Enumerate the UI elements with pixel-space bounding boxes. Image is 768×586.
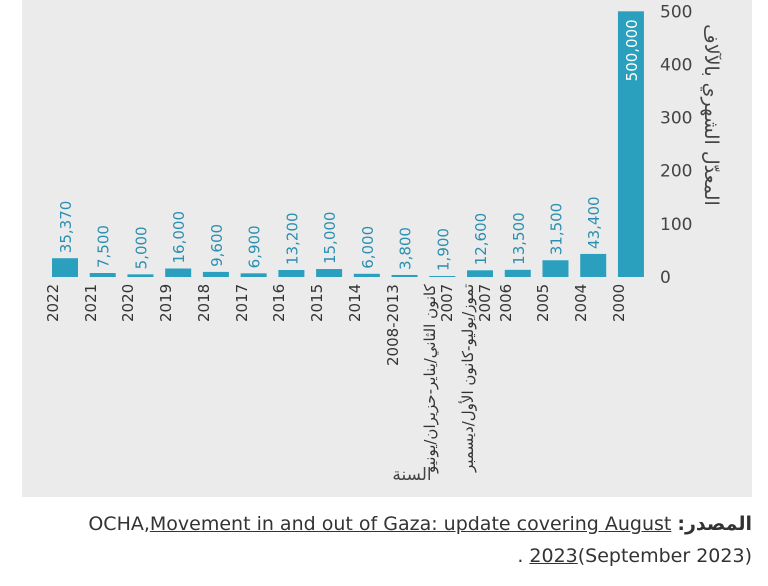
- bar: [542, 260, 569, 277]
- x-tick-label: 2000: [609, 284, 628, 323]
- value-label: 16,000: [170, 211, 188, 264]
- source-note: المصدر: OCHA,Movement in and out of Gaza:…: [17, 508, 752, 572]
- value-label: 43,400: [585, 196, 603, 249]
- x-tick-label: 2021: [81, 284, 100, 323]
- chart: السنة المعدّل الشهري بالآلاف 0 100 200 300 4…: [52, 2, 722, 485]
- value-label: 1,900: [434, 228, 452, 271]
- source-date: (September 2023).: [517, 545, 752, 567]
- value-label: 13,200: [283, 212, 301, 265]
- x-tick-label: 2005: [534, 284, 553, 323]
- source-label: المصدر:: [677, 513, 752, 535]
- x-tick-label: 2016: [270, 284, 289, 323]
- bar: [202, 271, 229, 277]
- bar: [52, 258, 78, 277]
- value-label: 6,900: [246, 225, 264, 268]
- bar: [617, 11, 644, 278]
- x-tick-label: 2008-2013: [383, 284, 402, 366]
- x-tick-label: 2017: [232, 284, 251, 323]
- bar: [353, 273, 380, 277]
- x-tick-label: 2020: [119, 284, 138, 323]
- value-label: 7,500: [95, 225, 113, 268]
- y-tick-label: 200: [660, 162, 692, 182]
- y-tick-label: 0: [660, 268, 671, 288]
- x-axis-title: السنة: [392, 465, 431, 485]
- bar: [580, 253, 607, 277]
- y-tick-label: 300: [660, 109, 692, 129]
- x-tick-label: 2004: [572, 284, 591, 323]
- x-tick-label: تموز/يوليو-كانون الأول/ديسمبر 2007: [459, 284, 495, 473]
- x-tick-label: 2019: [157, 284, 176, 323]
- y-axis-title: المعدّل الشهري بالآلاف: [700, 24, 722, 206]
- value-label: 6,000: [359, 226, 377, 269]
- x-tick-label: 2006: [496, 284, 515, 323]
- bar: [127, 274, 154, 277]
- bar: [165, 268, 192, 277]
- value-label: 12,600: [472, 213, 490, 266]
- value-label: 31,500: [547, 203, 565, 256]
- bar: [278, 269, 305, 277]
- bar: [316, 269, 343, 277]
- x-tick-label: 2015: [308, 284, 327, 323]
- bar: [89, 273, 116, 277]
- y-tick-label: 100: [660, 215, 692, 235]
- y-tick-label: 500: [660, 2, 692, 22]
- x-tick-label: كانون الثاني/يناير-حزيران/يونيو 2007: [421, 284, 457, 473]
- value-label: 3,800: [397, 227, 415, 270]
- y-tick-label: 400: [660, 55, 692, 75]
- bar: [467, 270, 494, 277]
- value-label: 35,370: [57, 201, 75, 254]
- x-tick-label: 2014: [345, 284, 364, 323]
- source-link[interactable]: Movement in and out of Gaza: update cove…: [149, 513, 672, 567]
- source-org: OCHA,: [88, 513, 150, 535]
- x-tick-label: 2018: [194, 284, 213, 323]
- value-label: 9,600: [208, 224, 226, 267]
- value-label: 13,500: [510, 212, 528, 265]
- x-tick-label: 2022: [44, 284, 62, 323]
- bar: [391, 274, 418, 277]
- bar: [429, 275, 456, 277]
- bar: [504, 269, 531, 277]
- value-label: 15,000: [321, 212, 339, 265]
- value-label: 500,000: [623, 19, 641, 81]
- bar: [240, 273, 267, 277]
- value-label: 5,000: [132, 226, 150, 269]
